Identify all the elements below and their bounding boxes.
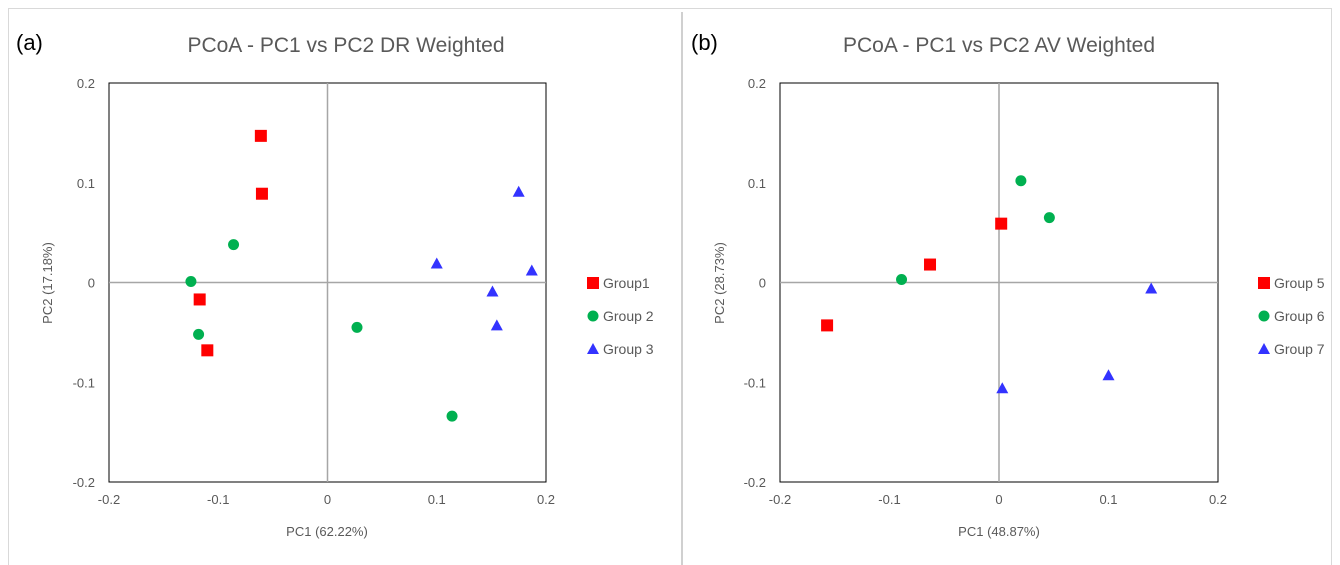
y-tick-label: -0.2 <box>744 475 766 490</box>
data-point-circle <box>193 328 205 340</box>
data-point-triangle <box>1102 369 1115 381</box>
legend-label: Group 7 <box>1274 341 1325 357</box>
y-tick-label: 0.1 <box>77 176 95 191</box>
data-point-square <box>193 293 206 306</box>
legend-label: Group 5 <box>1274 275 1325 291</box>
x-axis-title: PC1 (48.87%) <box>958 524 1040 539</box>
data-point-circle <box>351 321 363 333</box>
legend-label: Group 2 <box>603 308 654 324</box>
data-point-circle <box>185 276 197 288</box>
data-point-square <box>995 217 1008 230</box>
chart-title: PCoA - PC1 vs PC2 DR Weighted <box>187 34 504 57</box>
data-point-triangle <box>1145 282 1158 294</box>
data-point-square <box>924 258 937 271</box>
x-axis-title: PC1 (62.22%) <box>286 524 368 539</box>
y-tick-label: 0.2 <box>77 76 95 91</box>
x-tick-label: 0.2 <box>537 492 555 507</box>
legend-marker-triangle <box>1258 343 1270 354</box>
data-point-circle <box>1043 212 1055 224</box>
chart-title: PCoA - PC1 vs PC2 AV Weighted <box>843 34 1155 57</box>
x-tick-label: 0.1 <box>428 492 446 507</box>
data-point-triangle <box>512 185 525 197</box>
x-tick-label: 0 <box>995 492 1002 507</box>
x-tick-label: -0.2 <box>98 492 120 507</box>
panel-divider <box>681 12 683 565</box>
y-tick-label: -0.1 <box>744 375 766 390</box>
scatter-plot-b: (b) PCoA - PC1 vs PC2 AV Weighted PC1 (4… <box>691 30 1325 539</box>
data-point-circle <box>446 410 458 422</box>
data-point-circle <box>228 239 240 251</box>
y-tick-label: -0.2 <box>73 475 95 490</box>
y-axis-title: PC2 (17.18%) <box>40 242 55 324</box>
legend-label: Group1 <box>603 275 650 291</box>
legend-marker-circle <box>587 310 599 322</box>
legend-marker-circle <box>1258 310 1270 322</box>
data-point-triangle <box>525 264 538 276</box>
y-tick-label: 0.1 <box>748 176 766 191</box>
y-tick-label: 0 <box>88 276 95 291</box>
chart-panel-b: (b) PCoA - PC1 vs PC2 AV Weighted PC1 (4… <box>683 0 1340 565</box>
data-point-triangle <box>486 285 499 297</box>
legend-marker-triangle <box>587 343 599 354</box>
data-point-circle <box>896 274 908 286</box>
x-tick-label: -0.2 <box>769 492 791 507</box>
x-tick-label: 0.1 <box>1099 492 1117 507</box>
data-point-square <box>821 319 834 332</box>
legend-label: Group 6 <box>1274 308 1325 324</box>
figure-frame <box>8 8 1332 565</box>
data-point-square <box>255 187 268 200</box>
x-tick-label: 0.2 <box>1209 492 1227 507</box>
data-point-triangle <box>996 382 1009 394</box>
x-tick-label: -0.1 <box>878 492 900 507</box>
x-tick-label: -0.1 <box>207 492 229 507</box>
chart-panel-a: (a) PCoA - PC1 vs PC2 DR Weighted PC1 (6… <box>16 30 654 539</box>
y-tick-label: -0.1 <box>73 375 95 390</box>
y-axis-title: PC2 (28.73%) <box>712 242 727 324</box>
legend-marker-square <box>1258 277 1270 289</box>
data-point-triangle <box>490 319 503 331</box>
panel-label: (a) <box>16 30 43 55</box>
data-point-square <box>254 129 267 142</box>
y-tick-label: 0.2 <box>748 76 766 91</box>
data-point-square <box>201 344 214 357</box>
legend-label: Group 3 <box>603 341 654 357</box>
x-tick-label: 0 <box>324 492 331 507</box>
panel-label: (b) <box>691 30 718 55</box>
y-tick-label: 0 <box>759 276 766 291</box>
data-point-triangle <box>430 257 443 269</box>
data-point-circle <box>1015 175 1027 187</box>
legend-marker-square <box>587 277 599 289</box>
scatter-plot-a: (a) PCoA - PC1 vs PC2 DR Weighted PC1 (6… <box>16 30 654 539</box>
